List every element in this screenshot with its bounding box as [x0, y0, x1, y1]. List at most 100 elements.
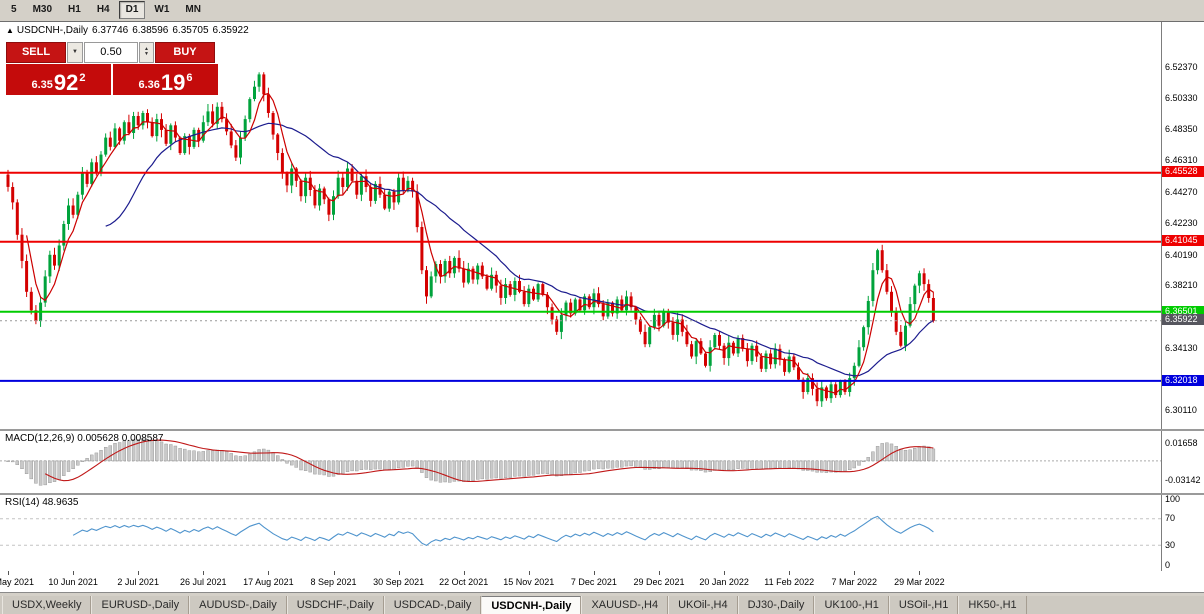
candle-body	[466, 268, 470, 283]
rsi-chart[interactable]	[0, 495, 1161, 571]
candle-body	[53, 254, 56, 266]
timeframe-button-m30[interactable]: M30	[32, 4, 53, 16]
price-level-tag[interactable]: 6.32018	[1162, 374, 1204, 386]
buy-button[interactable]: BUY	[155, 41, 215, 63]
candle-body	[532, 288, 535, 300]
date-label: 26 Jul 2021	[180, 576, 227, 587]
candle-body	[118, 128, 122, 141]
chart-tab-usdcad-daily[interactable]: USDCAD-,Daily	[383, 596, 482, 614]
sell-button[interactable]: SELL	[6, 41, 66, 63]
macd-bar	[759, 460, 763, 469]
timeframe-button-w1[interactable]: W1	[154, 4, 170, 16]
candle-body	[29, 291, 33, 310]
candle-body	[197, 129, 201, 141]
spinner-down-icon[interactable]: ▼	[144, 51, 149, 58]
rsi-axis[interactable]: 100 70 30 0	[1161, 494, 1204, 571]
rsi-splitter[interactable]	[0, 492, 1204, 495]
timeframe-button-mn[interactable]: MN	[185, 4, 201, 16]
timeframe-button-h1[interactable]: H1	[68, 4, 81, 16]
timeframe-button-h4[interactable]: H4	[96, 4, 110, 16]
candle-body	[806, 377, 810, 392]
macd-bar	[448, 460, 452, 483]
macd-bar	[410, 460, 415, 466]
time-axis[interactable]: 19 May 2021 10 Jun 2021 2 Jul 2021 26 Jul 2…	[0, 570, 1204, 593]
macd-bar	[587, 460, 591, 471]
macd-bar	[396, 460, 401, 468]
candle-body	[11, 186, 15, 203]
volume-dropdown-button[interactable]: ▼	[67, 41, 83, 63]
date-label: 19 May 2021	[0, 576, 35, 587]
candle-body	[787, 356, 791, 372]
spinner-up-icon[interactable]: ▲	[144, 46, 149, 53]
macd-pane[interactable]: MACD(12,26,9) 0.005628 0.008587	[0, 430, 1161, 493]
macd-bar	[290, 460, 294, 465]
main-chart-pane[interactable]: ▲ USDCNH-,Daily 6.37746 6.38596 6.35705 6.359…	[0, 21, 1161, 429]
macd-bar	[517, 460, 522, 476]
macd-bar	[71, 460, 75, 469]
date-label: 29 Dec 2021	[633, 576, 685, 587]
time-axis-tick	[8, 570, 9, 575]
macd-bar	[731, 460, 736, 470]
ask-big-digits: 19	[160, 69, 186, 95]
ask-price-display[interactable]: 6.36 19 6	[113, 63, 218, 95]
candle-body	[290, 168, 294, 186]
macd-bar	[922, 445, 926, 461]
chart-tab-usdcnh-daily[interactable]: USDCNH-,Daily	[481, 596, 582, 614]
macd-bar	[355, 460, 359, 471]
macd-bar	[341, 460, 345, 474]
candle-body	[499, 285, 503, 298]
candle-body	[494, 274, 498, 286]
macd-bar	[243, 455, 247, 461]
price-level-tag[interactable]: 6.36501	[1162, 305, 1204, 317]
timeframe-button-5[interactable]: 5	[11, 4, 17, 16]
macd-bar	[80, 460, 85, 462]
candle-body	[243, 118, 247, 138]
price-level-tag[interactable]: 6.45528	[1162, 166, 1204, 178]
chart-tab-usdx-weekly[interactable]: USDX,Weekly	[2, 596, 92, 614]
macd-bar	[745, 460, 750, 469]
chart-tab-eurusd-daily[interactable]: EURUSD-,Daily	[91, 596, 190, 614]
candle-body	[801, 379, 805, 392]
candle-body	[62, 223, 66, 246]
chart-tab-usdchf-daily[interactable]: USDCHF-,Daily	[286, 596, 384, 614]
candle-body	[80, 172, 84, 195]
timeframe-button-d1[interactable]: D1	[118, 1, 146, 20]
macd-bar	[880, 442, 884, 461]
price-level-tag[interactable]: 6.41045	[1162, 235, 1204, 247]
price-axis[interactable]: 6.52370 6.50330 6.48350 6.46310 6.44270 6.422…	[1161, 21, 1204, 429]
collapse-triangle-icon[interactable]: ▲	[6, 25, 14, 35]
chart-tab-hk50-h1[interactable]: HK50-,H1	[958, 596, 1027, 614]
macd-bar	[531, 460, 536, 476]
macd-bar	[155, 440, 159, 461]
macd-bar	[471, 460, 475, 481]
macd-bar	[294, 460, 298, 468]
macd-splitter[interactable]	[0, 428, 1204, 431]
macd-bar	[601, 460, 605, 469]
macd-chart[interactable]	[0, 431, 1161, 493]
candle-body	[341, 177, 345, 187]
candle-body	[815, 388, 819, 401]
chart-tab-uk100-h1[interactable]: UK100-,H1	[814, 596, 889, 614]
candlestick-chart[interactable]	[0, 22, 1161, 429]
chart-tab-xauusd-h4[interactable]: XAUUSD-,H4	[581, 596, 669, 614]
date-label: 7 Mar 2022	[831, 576, 878, 587]
macd-bar	[136, 438, 140, 461]
macd-bar	[675, 460, 680, 468]
macd-bar	[894, 445, 898, 461]
date-label: 17 Aug 2021	[243, 576, 294, 587]
timeframe-toolbar: 5 M30 H1 H4 D1 W1 MN	[0, 0, 1204, 22]
macd-bar	[252, 451, 257, 461]
chart-tab-ukoil-h4[interactable]: UKOil-,H4	[668, 596, 738, 614]
macd-bar	[299, 460, 303, 470]
chart-tab-usoil-h1[interactable]: USOil-,H1	[888, 596, 959, 614]
chart-tab-dj30-daily[interactable]: DJ30-,Daily	[737, 596, 815, 614]
candle-body	[564, 302, 568, 315]
bid-price-display[interactable]: 6.35 92 2	[6, 63, 111, 95]
rsi-pane[interactable]: RSI(14) 48.9635	[0, 494, 1161, 571]
volume-stepper[interactable]: ▲ ▼	[139, 41, 154, 63]
macd-axis[interactable]: 0.01658 -0.03142	[1161, 430, 1204, 493]
price-axis-label: 6.30110	[1165, 405, 1197, 416]
chart-tab-audusd-daily[interactable]: AUDUSD-,Daily	[189, 596, 287, 614]
time-axis-tick	[463, 570, 465, 575]
volume-input[interactable]	[84, 41, 138, 63]
